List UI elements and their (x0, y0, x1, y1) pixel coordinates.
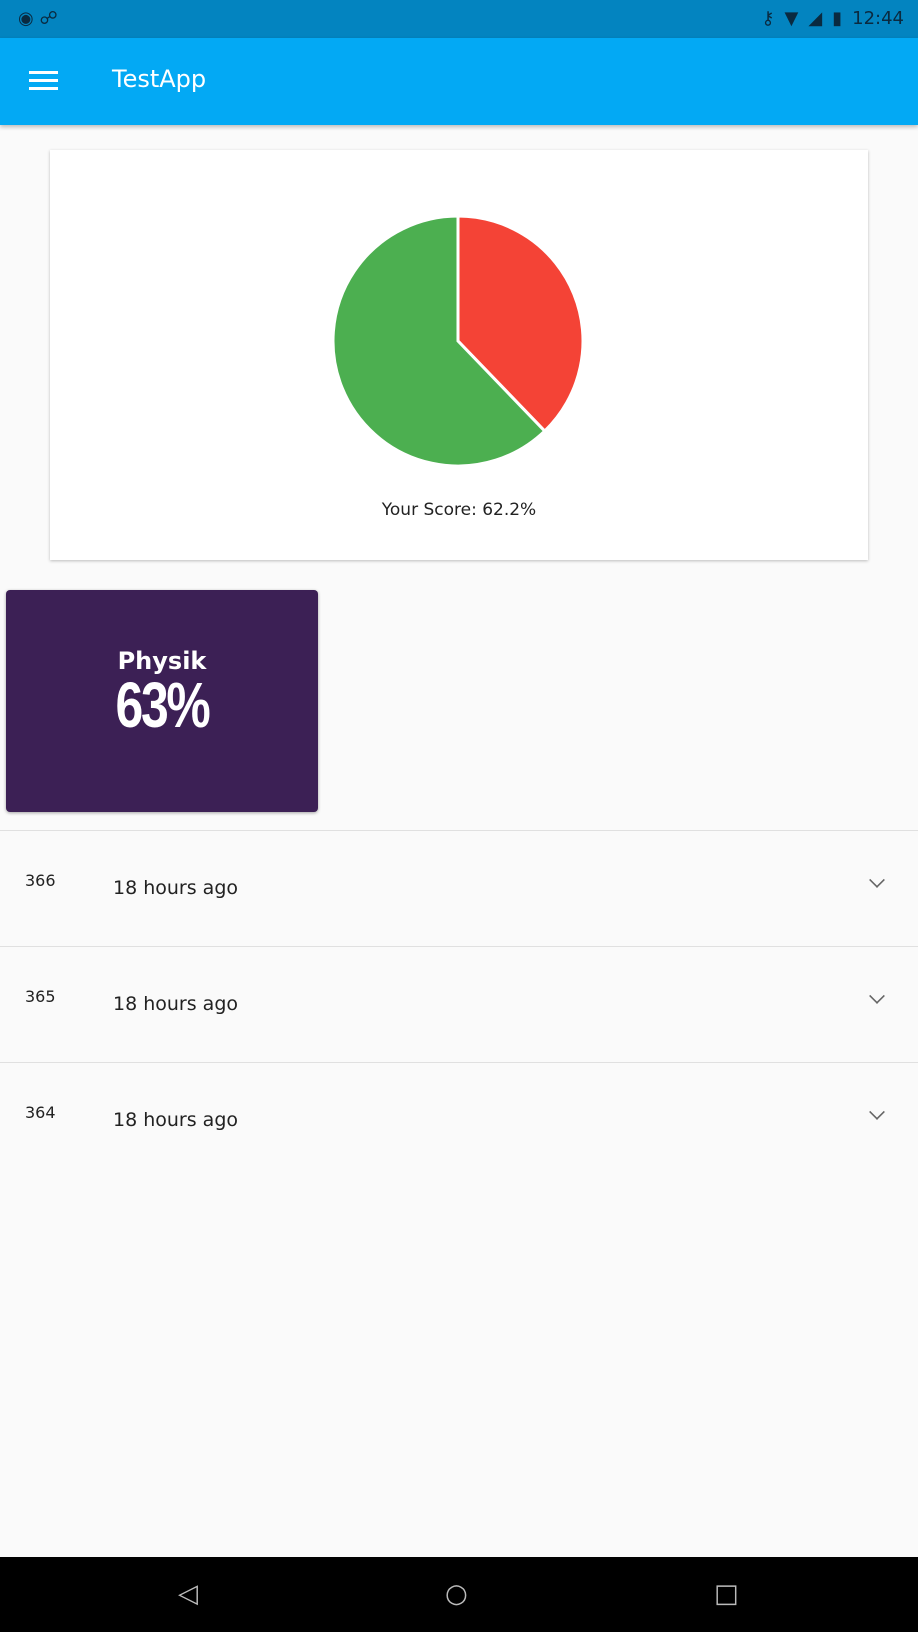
subject-tile-physik[interactable]: Physik 63% (6, 590, 318, 812)
subject-name: Physik (117, 647, 207, 675)
chevron-down-icon[interactable] (869, 988, 885, 1004)
status-bar: ◉ ☍ ⚷ ▼ ◢ ▮ 12:44 (0, 0, 918, 38)
attempt-time: 18 hours ago (113, 877, 239, 899)
home-icon[interactable]: ○ (445, 1579, 468, 1609)
score-pie-chart (331, 214, 585, 468)
attempt-row[interactable]: 365 18 hours ago (0, 946, 918, 1062)
subject-percent: 63% (115, 669, 211, 741)
attempt-row[interactable]: 366 18 hours ago (0, 830, 918, 946)
recents-icon[interactable]: □ (714, 1579, 739, 1609)
app-bar: TestApp (0, 38, 918, 125)
chevron-down-icon[interactable] (869, 1104, 885, 1120)
link-icon: ☍ (39, 8, 58, 29)
app-title: TestApp (112, 65, 207, 93)
attempt-id: 365 (25, 987, 56, 1006)
pie-slice-1 (331, 214, 547, 468)
attempt-time: 18 hours ago (113, 1109, 239, 1131)
navigation-bar: ◁ ○ □ (0, 1557, 918, 1632)
wifi-icon: ▼ (784, 8, 799, 29)
vpn-key-icon: ⚷ (761, 8, 775, 29)
score-label: Your Score: 62.2% (381, 500, 537, 520)
battery-icon: ▮ (832, 8, 843, 29)
attempt-id: 366 (25, 871, 56, 890)
attempt-id: 364 (25, 1103, 56, 1122)
signal-icon: ◢ (808, 8, 823, 29)
back-icon[interactable]: ◁ (178, 1579, 198, 1609)
score-card: Your Score: 62.2% (50, 150, 868, 560)
attempt-row[interactable]: 364 18 hours ago (0, 1062, 918, 1178)
attempt-time: 18 hours ago (113, 993, 239, 1015)
clock: 12:44 (852, 8, 904, 29)
chevron-down-icon[interactable] (869, 872, 885, 888)
record-icon: ◉ (18, 8, 34, 29)
hamburger-menu-icon[interactable] (29, 71, 58, 91)
pie-slice-0 (456, 214, 585, 434)
